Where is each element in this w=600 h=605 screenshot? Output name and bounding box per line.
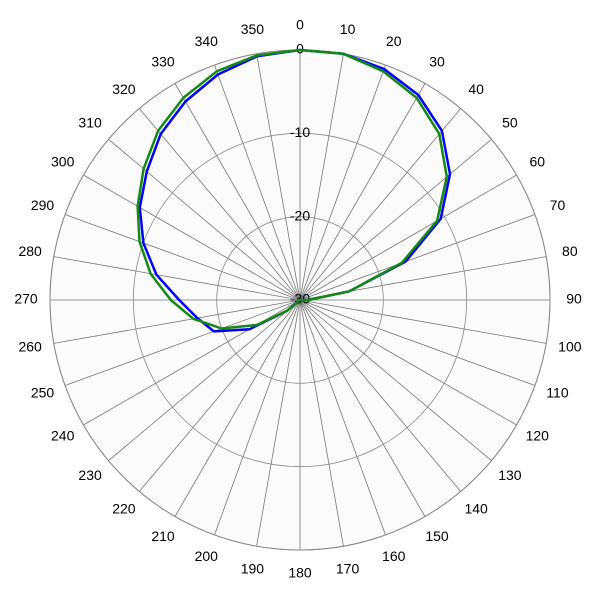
spoke [53, 256, 301, 301]
spoke [299, 299, 536, 386]
spoke [138, 108, 301, 301]
angle-label: 180 [288, 565, 312, 581]
angle-label: 220 [112, 501, 136, 517]
angle-label: 310 [78, 115, 102, 131]
angle-label: 340 [195, 33, 219, 49]
angle-label: 270 [14, 291, 38, 307]
angle-label: 300 [51, 154, 75, 170]
ring [132, 132, 468, 468]
angle-label: 20 [386, 33, 402, 49]
spoke [299, 299, 517, 426]
angle-label: 330 [151, 53, 175, 69]
spoke [256, 53, 301, 301]
angle-label: 40 [468, 81, 484, 97]
angle-label: 120 [526, 428, 550, 444]
angle-label: 30 [429, 53, 445, 69]
angle-label: 130 [498, 467, 522, 483]
angle-label: 150 [425, 528, 449, 544]
spoke [174, 299, 301, 517]
angle-label: 250 [31, 384, 55, 400]
spoke [138, 299, 301, 492]
angle-label: 110 [546, 384, 569, 400]
angle-label: 290 [31, 197, 55, 213]
angle-label: 200 [195, 548, 219, 564]
spoke [299, 108, 462, 301]
angle-label: 240 [51, 428, 75, 444]
angle-label: 230 [78, 467, 102, 483]
spoke [108, 299, 301, 462]
spoke [64, 214, 301, 301]
r-tick-label: -10 [290, 124, 310, 140]
angle-label: 140 [464, 501, 488, 517]
spoke [214, 299, 301, 536]
spoke [299, 214, 536, 301]
spoke [299, 299, 492, 462]
angle-label: 100 [558, 338, 582, 354]
spoke [299, 299, 426, 517]
r-tick-label: -20 [290, 207, 310, 223]
spoke [53, 299, 301, 344]
spoke [299, 299, 547, 344]
spoke [174, 83, 301, 301]
spoke [299, 83, 426, 301]
series-line [138, 48, 452, 333]
angle-label: 320 [112, 81, 136, 97]
spoke [299, 174, 517, 301]
spoke [64, 299, 301, 386]
angle-label: 10 [340, 21, 356, 37]
ring [216, 216, 384, 384]
angle-label: 350 [241, 21, 265, 37]
spoke [299, 299, 462, 492]
angle-label: 260 [18, 338, 42, 354]
spoke [108, 138, 301, 301]
angle-label: 60 [530, 154, 546, 170]
angle-label: 160 [382, 548, 406, 564]
angle-label: 80 [562, 243, 578, 259]
spoke [214, 64, 301, 301]
spoke [299, 138, 492, 301]
series-line [136, 48, 449, 330]
spoke [299, 64, 386, 301]
angle-label: 190 [241, 561, 265, 577]
angle-label: 70 [550, 197, 566, 213]
angle-label: 210 [151, 528, 175, 544]
angle-label: 170 [336, 561, 360, 577]
spoke [299, 299, 386, 536]
spoke [299, 53, 344, 301]
spoke [83, 174, 301, 301]
spoke [256, 299, 301, 547]
angle-label: 50 [502, 115, 518, 131]
angle-label: 280 [18, 243, 42, 259]
spoke [299, 299, 344, 547]
angle-label: 90 [566, 291, 582, 307]
r-tick-label: 0 [296, 41, 304, 57]
angle-label: 0 [296, 17, 304, 33]
